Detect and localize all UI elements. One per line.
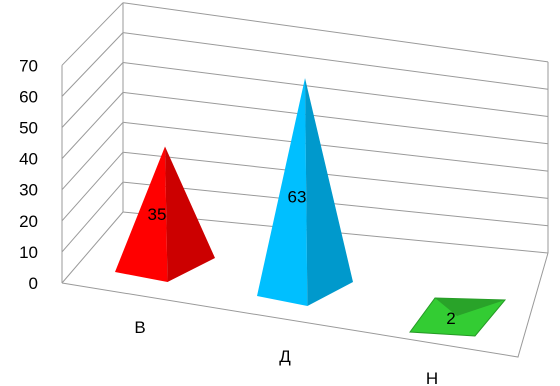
bar-side-face (165, 146, 215, 282)
y-tick-label: 50 (19, 119, 38, 138)
grid-line-back (122, 151, 549, 199)
bar-Д: 63 (257, 78, 353, 306)
y-tick-label: 70 (19, 56, 38, 75)
grid-line-side (61, 121, 124, 191)
y-tick-label: 10 (19, 243, 38, 262)
grid-line-side (61, 62, 124, 128)
category-label: Н (426, 369, 438, 386)
grid-line-back (122, 62, 549, 117)
bar-side-face (305, 78, 353, 306)
bar-В: 35 (115, 146, 215, 282)
grid-line-back (122, 181, 549, 227)
data-label: 35 (148, 205, 167, 224)
bar-side (435, 298, 505, 316)
y-axis-ticks: 0 10 20 30 40 50 60 70 (19, 56, 38, 293)
grid-line-side (61, 92, 124, 159)
category-label: Д (279, 347, 291, 366)
y-tick-label: 40 (19, 150, 38, 169)
y-tick-label: 20 (19, 212, 38, 231)
category-labels: В Д Н (134, 318, 438, 386)
category-label: В (134, 318, 145, 337)
bar-front-face (115, 146, 168, 282)
grid-line-back (122, 32, 549, 90)
grid-line-side (61, 32, 124, 97)
grid-line-side (61, 151, 124, 222)
floor-edge (61, 252, 549, 358)
data-label: 63 (288, 187, 307, 206)
bar-front-face (257, 78, 308, 306)
bars: 35 63 2 (115, 78, 507, 337)
grid-line-back (122, 121, 549, 172)
grid-line-back (122, 91, 549, 145)
grid-lines (61, 2, 549, 358)
y-tick-label: 60 (19, 87, 38, 106)
grid-line-back (122, 2, 549, 63)
data-label: 2 (446, 309, 455, 328)
y-tick-label: 0 (29, 274, 38, 293)
y-tick-label: 30 (19, 181, 38, 200)
grid-line-side (61, 2, 124, 66)
grid-line-side (61, 181, 124, 253)
grid-line-side (61, 211, 124, 284)
bar-Н: 2 (409, 297, 507, 337)
